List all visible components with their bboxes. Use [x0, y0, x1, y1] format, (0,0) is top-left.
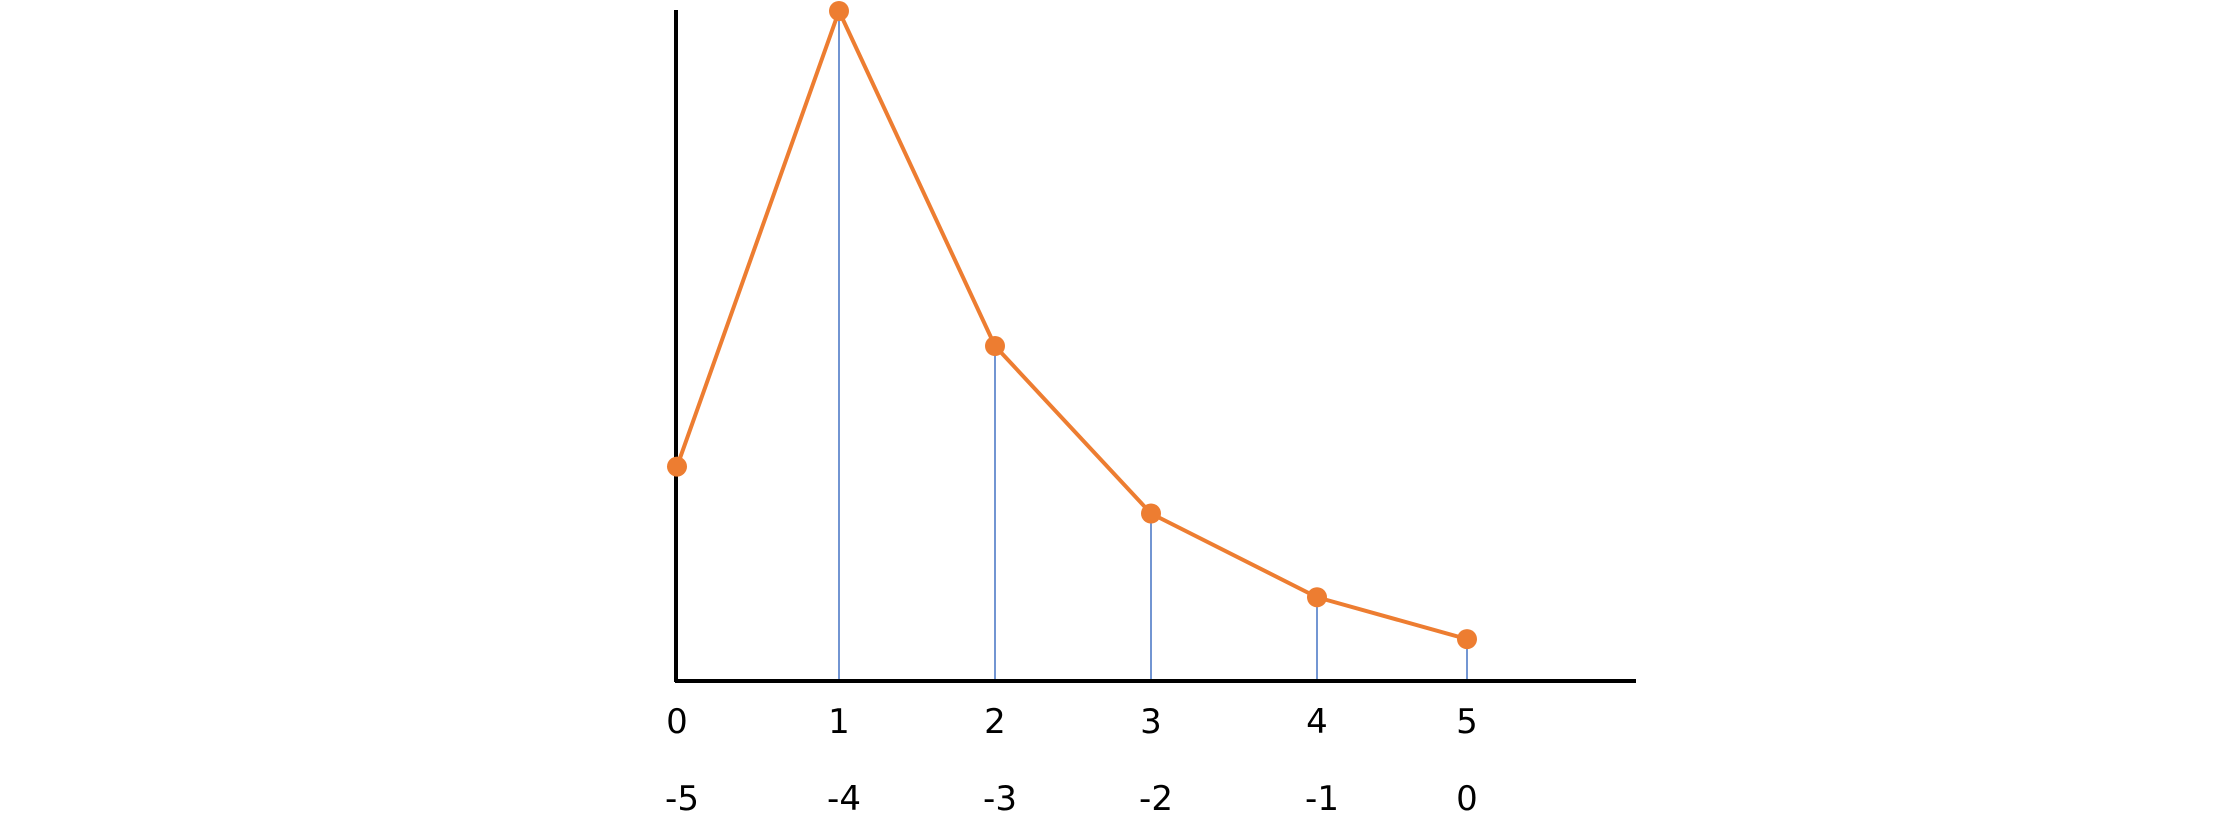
data-point [1457, 629, 1477, 650]
x-tick-label-bottom: -2 [1139, 779, 1173, 819]
data-point [1307, 587, 1327, 608]
data-point [985, 336, 1005, 356]
x-tick-label-bottom: -4 [827, 779, 861, 819]
data-point [667, 456, 687, 477]
x-tick-label-top: 0 [666, 702, 688, 742]
x-tick-label-top: 1 [828, 702, 850, 742]
x-tick-label-top: 5 [1456, 702, 1478, 742]
data-point [829, 1, 849, 21]
x-tick-label-bottom: 0 [1456, 779, 1478, 819]
x-tick-label-top: 2 [984, 702, 1006, 742]
data-point [1141, 503, 1161, 524]
x-tick-label-bottom: -1 [1305, 779, 1339, 819]
x-tick-label-top: 3 [1140, 702, 1162, 742]
data-markers [667, 1, 1477, 650]
x-tick-label-bottom: -5 [665, 779, 699, 819]
series-line [675, 9, 1468, 642]
drop-lines [838, 11, 1468, 681]
x-tick-label-top: 4 [1306, 702, 1328, 742]
x-tick-labels-top: 0 1 2 3 4 5 [666, 702, 1478, 742]
x-tick-label-bottom: -3 [983, 779, 1017, 819]
x-tick-labels-bottom: -5 -4 -3 -2 -1 0 [665, 779, 1478, 819]
